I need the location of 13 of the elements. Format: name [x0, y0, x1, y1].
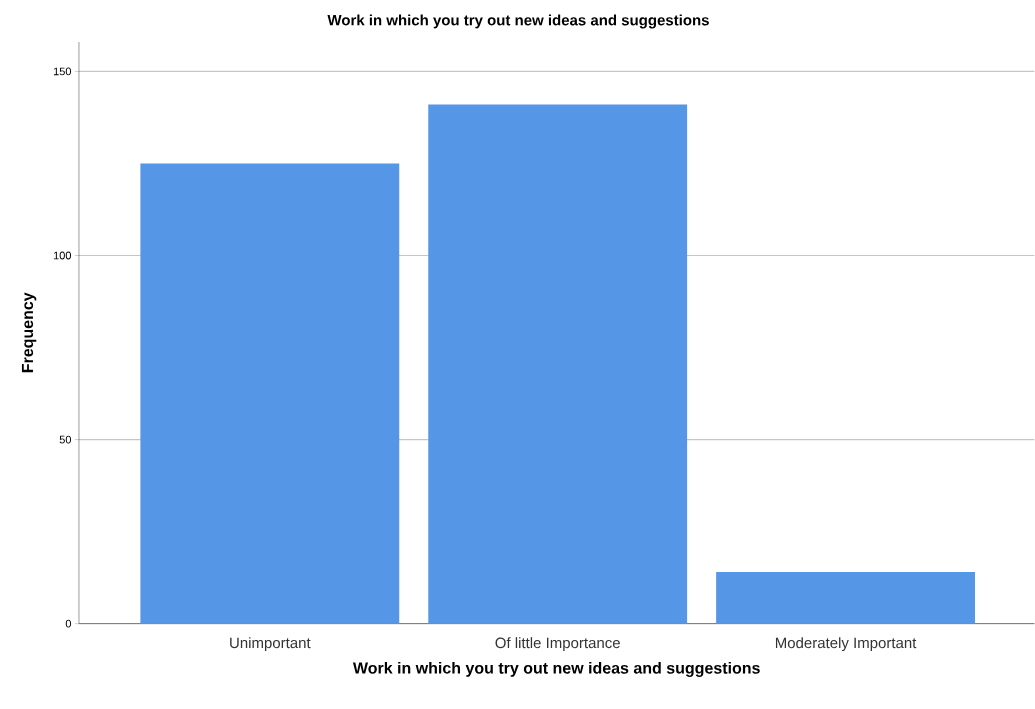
y-tick-label: 0: [65, 619, 72, 628]
y-tick-label: 150: [53, 67, 72, 76]
bar: [140, 163, 400, 624]
x-tick-label: Unimportant: [230, 637, 311, 652]
y-axis-title: Frequency: [21, 292, 37, 373]
bar: [716, 572, 975, 624]
x-axis-title: Work in which you try out new ideas and suggestions: [352, 662, 760, 678]
x-tick-label: Of little Importance: [495, 637, 620, 652]
y-tick-label: 100: [53, 251, 72, 260]
y-tick-label: 50: [59, 435, 72, 444]
bar: [428, 104, 688, 624]
chart-title: Work in which you try out new ideas and suggestions: [327, 14, 709, 29]
x-tick-label: Moderately Important: [775, 637, 917, 652]
